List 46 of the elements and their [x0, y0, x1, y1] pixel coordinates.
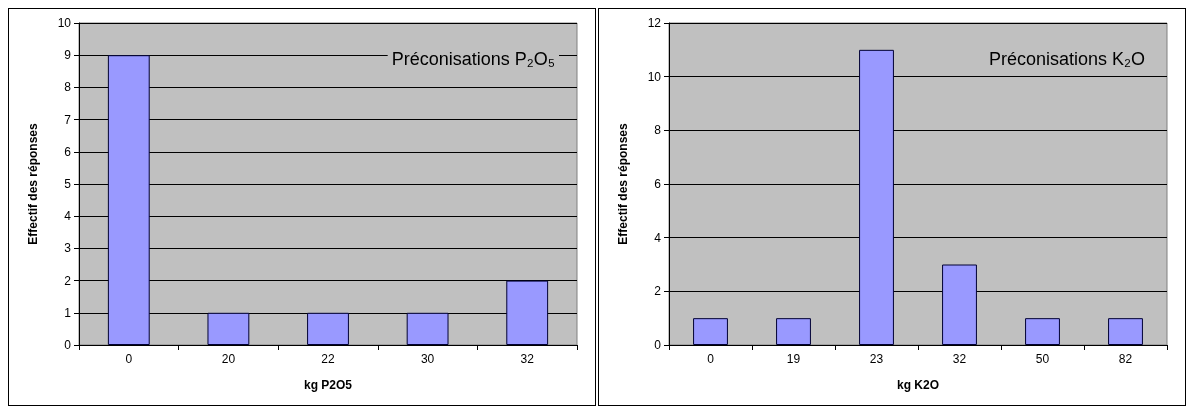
y-tick-label: 2	[64, 273, 72, 288]
y-tick-label: 10	[647, 69, 662, 84]
y-tick-label: 3	[64, 241, 72, 256]
x-tick-label: 19	[786, 352, 801, 366]
text: Préconisations P₂O₅	[391, 49, 555, 69]
x-tick-label: 0	[707, 352, 715, 366]
y-tick-label: 12	[647, 16, 662, 30]
y-tick-label: 0	[654, 338, 662, 352]
y-tick-label: 4	[654, 230, 662, 245]
y-tick-label: 4	[64, 209, 72, 224]
y-tick-label: 0	[64, 338, 72, 352]
y-tick-label: 8	[654, 123, 662, 138]
bar	[207, 312, 250, 345]
bar	[107, 55, 150, 345]
x-tick-label: 30	[420, 352, 435, 366]
y-tick-label: 6	[64, 144, 72, 159]
x-tick-label: 22	[321, 352, 335, 366]
y-tick-label: 7	[64, 112, 72, 127]
y-tick-label: 10	[57, 16, 72, 30]
x-tick-label: 50	[1035, 352, 1050, 366]
x-axis-title: kg K2O	[896, 378, 940, 392]
y-tick-label: 5	[64, 177, 72, 191]
x-tick-label: 0	[125, 352, 133, 366]
x-axis-title: kg P2O5	[303, 378, 353, 392]
bar	[307, 312, 349, 345]
y-tick-label: 9	[64, 48, 72, 63]
bar	[942, 264, 977, 345]
x-tick-label: 32	[520, 352, 535, 366]
text: Préconisations K₂O	[988, 49, 1145, 69]
x-tick-label: 32	[952, 352, 967, 366]
bar	[1025, 318, 1060, 345]
x-tick-label: 23	[869, 352, 884, 366]
bar	[406, 312, 449, 345]
y-tick-label: 8	[64, 80, 72, 95]
x-tick-label: 20	[221, 352, 236, 366]
y-tick-label: 1	[64, 305, 72, 320]
bar	[859, 49, 894, 345]
y-tick-label: 2	[654, 284, 662, 299]
bar	[1108, 318, 1143, 345]
y-axis-title: Effectif des réponses	[26, 122, 40, 245]
bar	[693, 318, 728, 345]
bar	[506, 280, 549, 345]
y-tick-label: 6	[654, 177, 662, 191]
bar	[776, 318, 811, 345]
y-axis-title: Effectif des réponses	[616, 122, 630, 245]
x-tick-label: 82	[1118, 352, 1133, 366]
